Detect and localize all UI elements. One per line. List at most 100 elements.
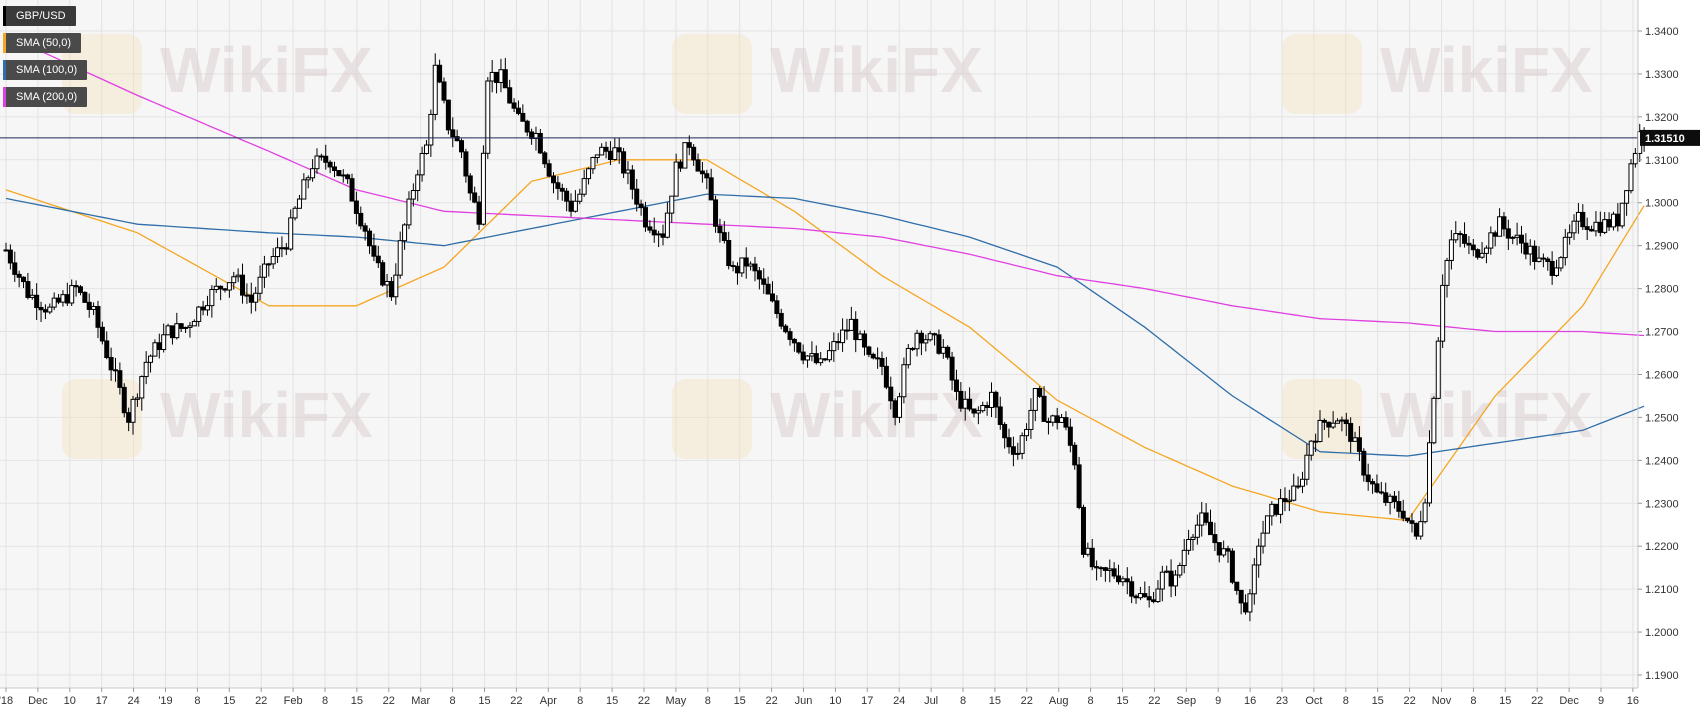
candle-body bbox=[1413, 522, 1419, 537]
candle-body bbox=[603, 146, 609, 152]
candles bbox=[3, 53, 1651, 622]
candle-body bbox=[218, 285, 224, 290]
candle-body bbox=[866, 346, 872, 355]
candle-body bbox=[314, 155, 320, 170]
legend-item-sma-50[interactable]: SMA (50,0) bbox=[3, 33, 82, 53]
candle-body bbox=[1041, 395, 1047, 422]
candle-body bbox=[515, 107, 521, 114]
legend-item-gbpusd[interactable]: GBP/USD bbox=[3, 6, 76, 26]
candle-body bbox=[1010, 446, 1016, 455]
y-tick-label: 1.3200 bbox=[1645, 112, 1679, 124]
candle-body bbox=[1387, 495, 1393, 503]
candle-body bbox=[962, 398, 968, 409]
candle-body bbox=[1032, 388, 1038, 411]
candle-body bbox=[1558, 257, 1564, 269]
legend-swatch bbox=[3, 33, 6, 53]
candle-body bbox=[660, 233, 666, 238]
candle-body bbox=[323, 155, 329, 163]
candle-body bbox=[1326, 421, 1332, 428]
legend-label: GBP/USD bbox=[16, 10, 66, 22]
candle-body bbox=[1435, 340, 1441, 399]
x-tick-label: 15 bbox=[1499, 695, 1511, 707]
candle-body bbox=[77, 286, 83, 293]
y-axis: 1.1900 1.2000 1.2100 1.2200 1.2300 1.2400 1.25… bbox=[1637, 0, 1679, 688]
watermark-logo bbox=[1282, 34, 1362, 114]
legend-item-sma-100[interactable]: SMA (100,0) bbox=[3, 60, 88, 80]
candle-body bbox=[437, 64, 443, 83]
candle-body bbox=[213, 285, 219, 291]
candle-body bbox=[656, 233, 662, 236]
candle-body bbox=[1299, 478, 1305, 487]
x-tick-label: 22 bbox=[1021, 695, 1033, 707]
candle-body bbox=[1483, 247, 1489, 254]
candle-body bbox=[1177, 565, 1183, 576]
candle-body bbox=[336, 170, 342, 177]
candle-body bbox=[130, 398, 136, 423]
candle-body bbox=[1264, 515, 1270, 534]
candle-body bbox=[1352, 437, 1358, 442]
candle-body bbox=[148, 355, 154, 363]
candle-body bbox=[1348, 423, 1354, 442]
candle-body bbox=[244, 294, 250, 297]
candle-body bbox=[371, 245, 377, 257]
candle-body bbox=[463, 151, 469, 177]
x-tick-label: 15 bbox=[989, 695, 1001, 707]
x-tick-label: 16 bbox=[1627, 695, 1639, 707]
candle-body bbox=[704, 173, 710, 179]
candle-body bbox=[1610, 213, 1616, 228]
candle-body bbox=[494, 71, 500, 84]
candle-body bbox=[275, 247, 281, 258]
candle-body bbox=[187, 325, 193, 328]
candle-body bbox=[174, 323, 180, 339]
candle-body bbox=[1159, 571, 1165, 590]
candle-body bbox=[38, 306, 44, 311]
candle-body bbox=[358, 212, 364, 227]
candle-body bbox=[1273, 503, 1279, 515]
candle-body bbox=[104, 340, 110, 359]
candle-body bbox=[1365, 474, 1371, 483]
candle-body bbox=[1545, 258, 1551, 263]
candle-body bbox=[296, 198, 302, 209]
candle-body bbox=[848, 318, 854, 331]
candle-body bbox=[1339, 419, 1345, 422]
x-tick-label: 10 bbox=[64, 695, 76, 707]
candle-body bbox=[1142, 593, 1148, 598]
candle-body bbox=[691, 146, 697, 161]
candle-body bbox=[21, 276, 27, 283]
candle-body bbox=[1317, 419, 1323, 443]
x-tick-label: 8 bbox=[450, 695, 456, 707]
candle-body bbox=[415, 174, 421, 192]
x-tick-label: 8 bbox=[1470, 695, 1476, 707]
candle-body bbox=[410, 190, 416, 200]
candle-body bbox=[778, 312, 784, 327]
candle-body bbox=[629, 169, 635, 190]
candle-body bbox=[240, 274, 246, 296]
y-tick-label: 1.2000 bbox=[1645, 627, 1679, 639]
y-tick-label: 1.3000 bbox=[1645, 198, 1679, 210]
x-tick-label: Mar bbox=[411, 695, 430, 707]
candle-body bbox=[897, 396, 903, 418]
candle-body bbox=[678, 161, 684, 169]
candle-body bbox=[34, 294, 40, 308]
legend-item-sma-200[interactable]: SMA (200,0) bbox=[3, 87, 88, 107]
candle-body bbox=[638, 203, 644, 209]
candle-body bbox=[178, 323, 184, 329]
x-tick-label: 16 bbox=[1244, 695, 1256, 707]
candle-body bbox=[625, 169, 631, 174]
watermark-logo bbox=[672, 379, 752, 459]
candle-body bbox=[945, 346, 951, 358]
candle-body bbox=[1510, 236, 1516, 239]
candle-body bbox=[397, 240, 403, 276]
candle-body bbox=[1405, 517, 1411, 522]
candle-body bbox=[594, 154, 600, 159]
candle-body bbox=[367, 230, 373, 247]
candle-body bbox=[1278, 498, 1284, 515]
candle-body bbox=[980, 404, 986, 412]
candle-body bbox=[1137, 593, 1143, 599]
candle-body bbox=[1225, 548, 1231, 552]
watermark-text: WikiFX bbox=[770, 379, 983, 451]
candle-body bbox=[375, 255, 381, 264]
candle-body bbox=[958, 390, 964, 409]
y-tick-label: 1.3100 bbox=[1645, 155, 1679, 167]
x-tick-label: 22 bbox=[1531, 695, 1543, 707]
